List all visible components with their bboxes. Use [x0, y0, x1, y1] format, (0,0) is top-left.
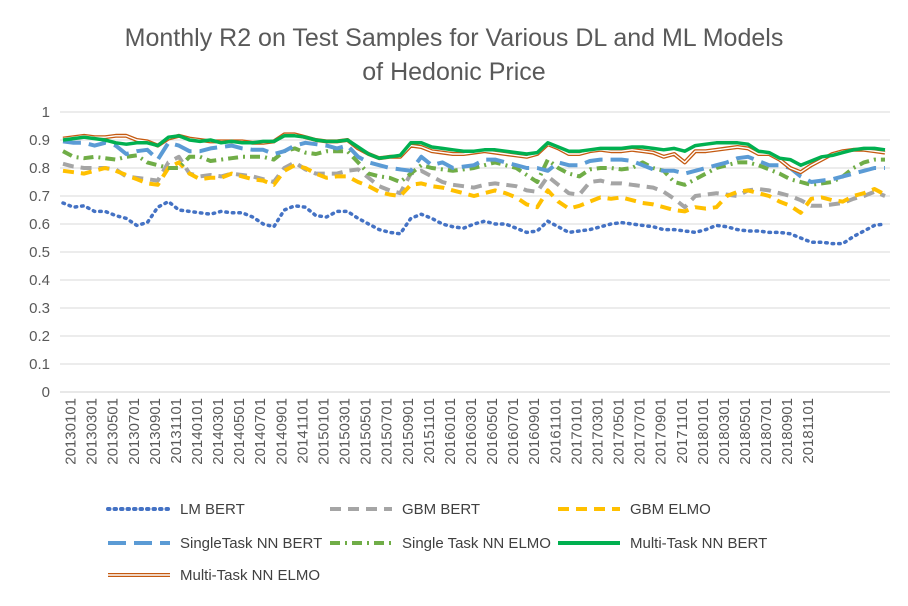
- x-tick-label: 20170701: [632, 398, 649, 465]
- x-tick-label: 20140701: [252, 398, 269, 465]
- legend-label-singletask-nn-bert: SingleTask NN BERT: [180, 535, 322, 552]
- x-tick-label: 20160301: [463, 398, 480, 465]
- legend-label-gbm-elmo: GBM ELMO: [630, 501, 711, 518]
- legend-label-multi-task-nn-bert: Multi-Task NN BERT: [630, 535, 767, 552]
- x-tick-label: 20150301: [337, 398, 354, 465]
- y-tick-label: 0.6: [29, 216, 50, 233]
- x-tick-label: 20150901: [400, 398, 417, 465]
- y-tick-label: 0.3: [29, 300, 50, 317]
- x-tick-label: 20180901: [779, 398, 796, 465]
- x-tick-label: 20160501: [484, 398, 501, 465]
- y-tick-label: 1: [42, 104, 50, 121]
- x-tick-label: 20151101: [421, 398, 438, 464]
- chart-title-line-1: Monthly R2 on Test Samples for Various D…: [125, 24, 784, 52]
- x-tick-label: 20180501: [737, 398, 754, 465]
- x-tick-label: 20140901: [273, 398, 290, 465]
- y-tick-label: 0.1: [29, 356, 50, 373]
- x-tick-label: 20140301: [210, 398, 227, 465]
- y-tick-label: 0.4: [29, 272, 50, 289]
- y-tick-label: 0: [42, 384, 50, 401]
- x-tick-label: 20160901: [526, 398, 543, 465]
- x-tick-label: 20170101: [568, 398, 585, 465]
- x-tick-label: 20150701: [379, 398, 396, 465]
- x-tick-label: 20160101: [442, 398, 459, 465]
- x-tick-label: 20150101: [315, 398, 332, 465]
- x-tick-label: 20170301: [589, 398, 606, 465]
- x-tick-label: 20161101: [547, 398, 564, 464]
- x-tick-label: 20130901: [147, 398, 164, 465]
- x-tick-label: 20181101: [800, 398, 817, 464]
- y-tick-label: 0.2: [29, 328, 50, 345]
- legend: LM BERT GBM BERT GBM ELMO SingleTask NN BER…: [106, 501, 767, 584]
- x-tick-label: 20130301: [84, 398, 101, 465]
- x-tick-label: 20160701: [505, 398, 522, 465]
- chart-title-line-2: of Hedonic Price: [362, 58, 545, 86]
- series-line-singletask-nn-bert: [62, 139, 885, 184]
- x-axis: 20130101 20130301 20130501 20130701 20130901…: [63, 398, 818, 465]
- series-lines: [61, 132, 887, 246]
- legend-label-lm-bert: LM BERT: [180, 501, 245, 518]
- y-tick-label: 0.7: [29, 188, 50, 205]
- x-tick-label: 20180101: [695, 398, 712, 465]
- y-tick-label: 0.9: [29, 132, 50, 149]
- x-tick-label: 20140101: [189, 398, 206, 465]
- x-tick-label: 20170901: [653, 398, 670, 465]
- x-tick-label: 20150501: [358, 398, 375, 465]
- series-line-lm-bert: [61, 199, 887, 246]
- x-tick-label: 20180701: [758, 398, 775, 465]
- series-line-single-task-nn-elmo: [62, 146, 885, 187]
- y-tick-label: 0.8: [29, 160, 50, 177]
- x-tick-label: 20180301: [716, 398, 733, 465]
- x-tick-label: 20130501: [105, 398, 122, 465]
- legend-label-gbm-bert: GBM BERT: [402, 501, 480, 518]
- legend-label-multi-task-nn-elmo: Multi-Task NN ELMO: [180, 567, 320, 584]
- x-tick-label: 20141101: [294, 398, 311, 464]
- x-tick-label: 20140501: [231, 398, 248, 465]
- legend-label-single-task-nn-elmo: Single Task NN ELMO: [402, 535, 551, 552]
- y-tick-label: 0.5: [29, 244, 50, 261]
- y-axis-tick-labels: 0 0.1 0.2 0.3 0.4 0.5 0.6 0.7 0.8 0.9 1: [29, 104, 50, 401]
- x-tick-label: 20170501: [611, 398, 628, 465]
- series-line-gbm-elmo: [62, 160, 886, 215]
- x-tick-label: 20131101: [168, 398, 185, 464]
- x-tick-label: 20130101: [63, 398, 80, 465]
- x-tick-label: 20130701: [126, 398, 143, 465]
- series-line-multi-task-nn-bert: [62, 134, 886, 167]
- x-tick-label: 20171101: [674, 398, 691, 464]
